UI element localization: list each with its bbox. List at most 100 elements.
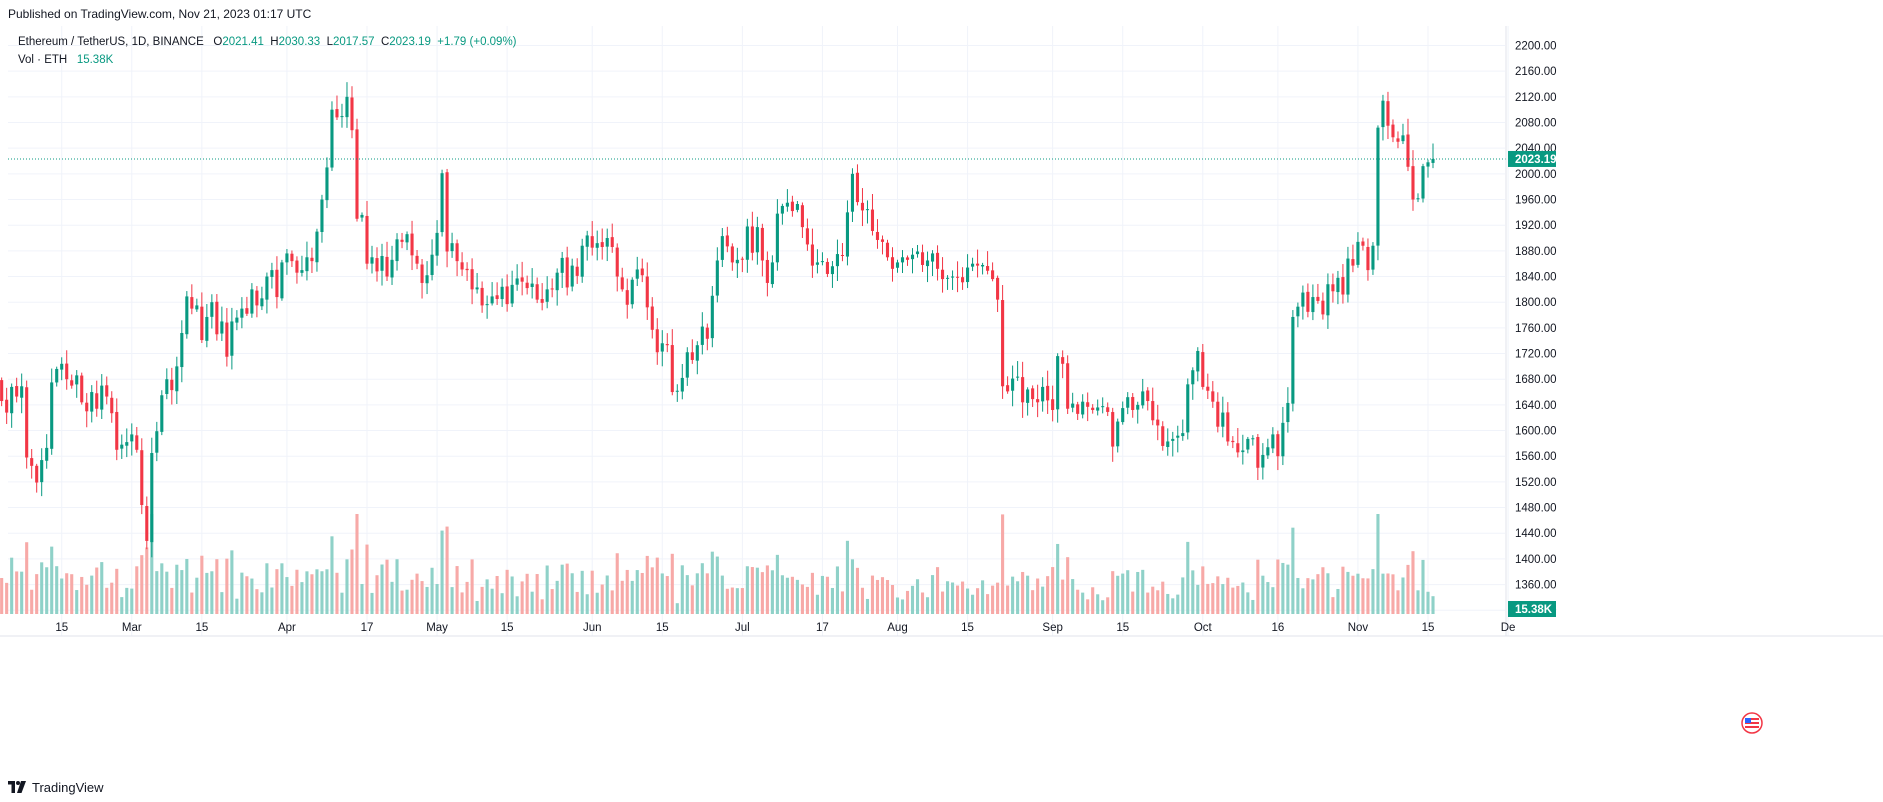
volume-bar [430, 567, 434, 614]
x-tick-label: 15 [501, 622, 514, 634]
candle-body [1286, 402, 1290, 423]
volume-bar [5, 582, 9, 614]
candle-body [1001, 300, 1005, 387]
volume-bar [855, 567, 860, 614]
volume-bar [1161, 581, 1165, 614]
volume-bar [685, 575, 689, 614]
volume-bar [1386, 573, 1390, 614]
volume-bar [1206, 583, 1210, 614]
candle-body [930, 253, 935, 262]
candle-body [715, 260, 719, 296]
volume-bar [1156, 590, 1160, 614]
candle-body [1016, 376, 1020, 378]
candle-body [165, 379, 169, 394]
candle-body [1061, 357, 1065, 364]
volume-bar [630, 580, 634, 614]
candle-body [5, 399, 9, 413]
volume-bar [1256, 559, 1260, 614]
candle-body [660, 343, 664, 352]
candle-body [1031, 388, 1035, 400]
volume-bar [1076, 589, 1080, 614]
y-tick-label: 1600.00 [1515, 426, 1557, 438]
candle-body [285, 253, 289, 263]
volume-bar [1251, 599, 1255, 614]
volume-bar [971, 594, 975, 614]
volume-bar [1091, 587, 1095, 614]
volume-bar [380, 564, 384, 614]
volume-bar [815, 594, 819, 614]
volume-bar [490, 588, 494, 614]
volume-bar [740, 588, 744, 614]
candle-body [855, 172, 860, 203]
y-tick-label: 1920.00 [1515, 220, 1557, 232]
candle-body [330, 109, 334, 168]
candle-body [900, 257, 905, 263]
x-tick-label: 15 [1116, 622, 1129, 634]
x-tick-label: 17 [816, 622, 829, 634]
candle-body [1111, 412, 1115, 447]
candle-body [1331, 284, 1335, 292]
candle-body [1371, 245, 1375, 270]
candle-body [280, 262, 284, 299]
candle-body [795, 204, 799, 210]
volume-bar [710, 551, 714, 614]
candle-body [1006, 385, 1010, 392]
volume-bar [1421, 559, 1425, 614]
candle-body [190, 297, 194, 309]
time-axis[interactable]: 15 Mar 15 Apr 17 May 15 Jun 15 Jul 17 Aug 15 Sep 15 Oct… [0, 622, 1883, 637]
legend-price-row: Ethereum / TetherUS, 1D, BINANCE O2021.4… [18, 33, 517, 51]
footer-brand[interactable]: TradingView [8, 776, 104, 798]
candle-body [440, 173, 444, 233]
candle-body [1311, 297, 1315, 313]
us-flag-icon[interactable] [1741, 712, 1763, 734]
candle-body [175, 366, 179, 392]
candle-body [1151, 401, 1155, 421]
candle-body [295, 260, 299, 273]
volume-bar [1396, 590, 1400, 614]
volume-bar [1311, 579, 1315, 614]
candle-body [540, 299, 544, 303]
price-axis[interactable]: 2200.002160.002120.002080.002040.002000.… [1505, 26, 1557, 636]
volume-bar [240, 572, 244, 614]
volume-bar [1321, 567, 1325, 614]
candle-body [615, 247, 619, 277]
volume-bar [15, 571, 19, 614]
legend-volume-value: 15.38K [76, 54, 114, 66]
candle-body [180, 333, 184, 368]
volume-bar [525, 573, 529, 614]
candle-body [735, 259, 739, 264]
volume-bar [1221, 584, 1225, 614]
volume-bar [910, 585, 915, 614]
candle-body [635, 269, 639, 279]
candle-body [360, 214, 364, 218]
y-tick-label: 1840.00 [1515, 272, 1557, 284]
volume-bar [1121, 573, 1125, 614]
volume-bar [1131, 591, 1135, 614]
candle-body [270, 270, 274, 277]
volume-bar [850, 559, 855, 614]
volume-bar [55, 566, 59, 614]
candle-body [520, 277, 524, 282]
candle-body [120, 444, 124, 449]
candle-body [1176, 435, 1180, 438]
volume-bar [590, 570, 594, 614]
volume-bar [40, 562, 44, 614]
candle-body [65, 363, 69, 380]
volume-bar [895, 597, 900, 614]
candle-body [1421, 166, 1425, 199]
y-tick-label: 1360.00 [1515, 580, 1557, 592]
candle-body [100, 385, 104, 410]
candlestick-chart[interactable]: 2200.002160.002120.002080.002040.002000.… [0, 26, 1883, 776]
candle-body [640, 268, 644, 276]
x-tick-label: Aug [887, 622, 907, 634]
candle-body [845, 212, 850, 257]
volume-bar [205, 572, 209, 614]
volume-bar [1281, 562, 1285, 614]
candle-body [1316, 296, 1320, 301]
candle-body [1416, 198, 1420, 200]
volume-bar [340, 592, 344, 614]
volume-bar [195, 577, 199, 614]
volume-bar [260, 592, 264, 614]
volume-bar [1061, 579, 1065, 614]
volume-bar [660, 573, 664, 614]
